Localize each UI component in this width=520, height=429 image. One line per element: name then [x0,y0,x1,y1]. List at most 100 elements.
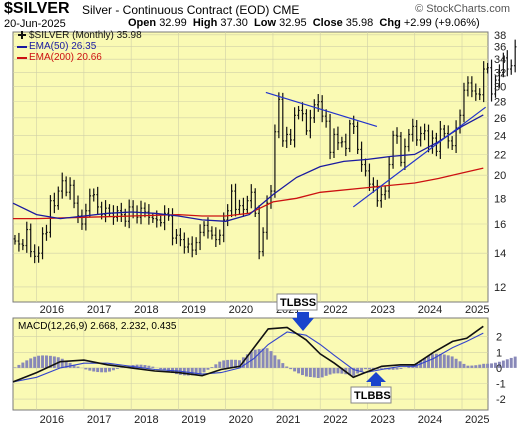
macd-hist-bar [37,355,41,368]
ohlc-bar [415,120,418,146]
macd-hist-bar [245,354,249,368]
macd-hist-bar [340,367,344,374]
macd-hist-bar [450,356,454,368]
macd-hist-bar [470,365,474,368]
macd-hist-bar [92,367,96,372]
ohlc-bar [332,128,336,158]
ohlc-bar [419,126,422,147]
low-label: Low [254,17,277,29]
macd-hist-bar [186,367,190,376]
macd-hist-bar [430,354,434,368]
ohlc-bar [356,121,359,155]
macd-hist-bar [367,367,371,370]
macd-hist-bar [218,361,222,368]
macd-hist-bar [261,348,265,368]
macd-y-tick: 1 [496,347,502,359]
ohlc-bar [246,195,249,214]
macd-hist-bar [265,348,269,368]
ohlc-bar [399,131,403,167]
macd-x-axis: 2016 2017 2018 2019 2020 2021 2022 2023 2024 2025 [40,414,490,426]
ohlc-bar [72,179,76,209]
macd-hist-bar [462,363,466,368]
macd-hist-bar [72,364,76,368]
macd-hist-bar [135,364,139,368]
ohlc-bar [446,125,450,149]
tlbss-label: TLBSS [280,297,316,309]
ohlc-bar [474,83,478,101]
macd-hist-bar [273,355,277,368]
ohlc-bar [486,62,489,74]
price-y-tick: 22 [494,149,506,161]
ohlc-bar [305,109,308,135]
ohlc-bar [431,130,434,154]
macd-hist-bar [293,367,297,372]
ohlc-bar [509,59,513,75]
macd-hist-bar [513,356,517,368]
ohlc-bar [151,212,155,223]
ohlc-bar [450,136,454,150]
date-label: 20-Jun-2025 [4,18,66,30]
ohlc-bar [45,224,48,241]
open-label: Open [128,17,157,29]
ohlc-bar [411,118,415,142]
macd-line [12,325,484,383]
ohlc-bar [336,126,340,151]
ohlc-bar [21,239,25,251]
ohlc-bar [281,92,285,147]
legend-entry: EMA(50) 26.35 [29,41,97,52]
macd-hist-bar [316,367,320,378]
ohlc-bar [313,99,316,123]
macd-hist-bar [442,354,446,368]
macd-y-axis: -2 -1 0 1 2 [496,332,506,406]
ohlc-bar [443,124,446,138]
macd-hist-bar [332,367,336,374]
price-x-tick: 2023 [370,304,394,316]
macd-hist-bar [423,358,427,368]
trendline [265,91,378,127]
macd-x-tick: 2022 [323,414,347,426]
ohlc-bar [13,234,17,245]
price-grid [13,32,488,302]
macd-hist-bar [427,356,431,368]
price-x-tick: 2020 [229,304,253,316]
ohlc-bar [348,119,352,153]
macd-x-tick: 2018 [134,414,158,426]
close-value: 35.98 [345,17,374,29]
macd-hist-bar [509,357,513,368]
price-y-tick: 14 [494,248,506,260]
ohlc-bar [234,183,237,217]
credit: © StockCharts.com [415,3,510,15]
ohlc-bar [344,133,348,157]
macd-hist-bar [234,359,238,368]
price-x-tick: 2025 [465,304,489,316]
ohlc-bar [387,156,391,199]
macd-hist-bar [88,367,92,371]
price-x-tick: 2019 [181,304,205,316]
ema200-line [13,167,484,220]
macd-hist-bar [269,351,273,368]
macd-hist-bar [474,365,478,368]
macd-hist-bar [84,367,88,370]
ohlc-bar [17,232,21,252]
macd-hist-bar [454,358,458,368]
macd-hist-bar [253,349,257,368]
ohlc-bar [462,82,466,123]
price-pane [12,31,489,303]
macd-hist-bar [497,361,501,368]
price-x-tick: 2016 [40,304,64,316]
macd-hist-bar [301,367,304,376]
ohlc-bar [320,95,324,123]
macd-hist-bar [328,367,332,375]
ohlc-bar [494,75,497,98]
ohlc-bar [96,186,99,215]
ohlc-bar [265,195,269,240]
macd-hist-bar [147,365,151,368]
ohlc-bar [147,204,151,225]
macd-hist-bar [25,360,29,368]
macd-hist-bar [237,360,241,368]
macd-hist-bar [458,361,462,368]
ohlc-readout: Open 32.99 High 37.30 Low 32.95 Close 35… [128,17,480,29]
high-label: High [192,17,218,29]
